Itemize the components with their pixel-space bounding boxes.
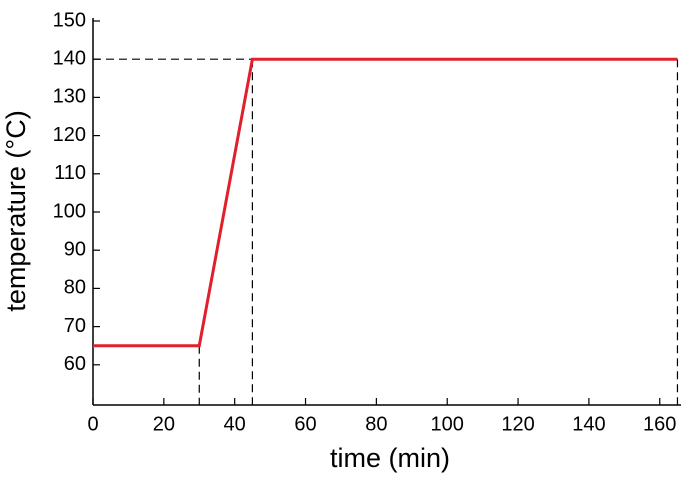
- x-tick-label: 160: [643, 413, 676, 435]
- y-tick-label: 70: [64, 315, 86, 337]
- x-tick-label: 100: [431, 413, 464, 435]
- x-tick-label: 120: [501, 413, 534, 435]
- y-tick-label: 150: [53, 9, 86, 31]
- x-tick-label: 0: [87, 413, 98, 435]
- y-tick-label: 80: [64, 277, 86, 299]
- x-tick-label: 20: [153, 413, 175, 435]
- y-tick-label: 140: [53, 47, 86, 69]
- y-tick-label: 130: [53, 86, 86, 108]
- x-tick-label: 80: [365, 413, 387, 435]
- x-tick-label: 140: [572, 413, 605, 435]
- y-axis-title: temperature (°C): [1, 110, 31, 311]
- data-line: [93, 57, 678, 348]
- y-tick-label: 100: [53, 200, 86, 222]
- y-tick-label: 120: [53, 124, 86, 146]
- x-tick-label: 40: [224, 413, 246, 435]
- y-tick-label: 110: [54, 162, 86, 184]
- x-tick-label: 60: [294, 413, 316, 435]
- y-tick-label: 60: [64, 353, 86, 375]
- x-axis-title: time (min): [330, 443, 450, 473]
- y-tick-label: 90: [64, 238, 86, 260]
